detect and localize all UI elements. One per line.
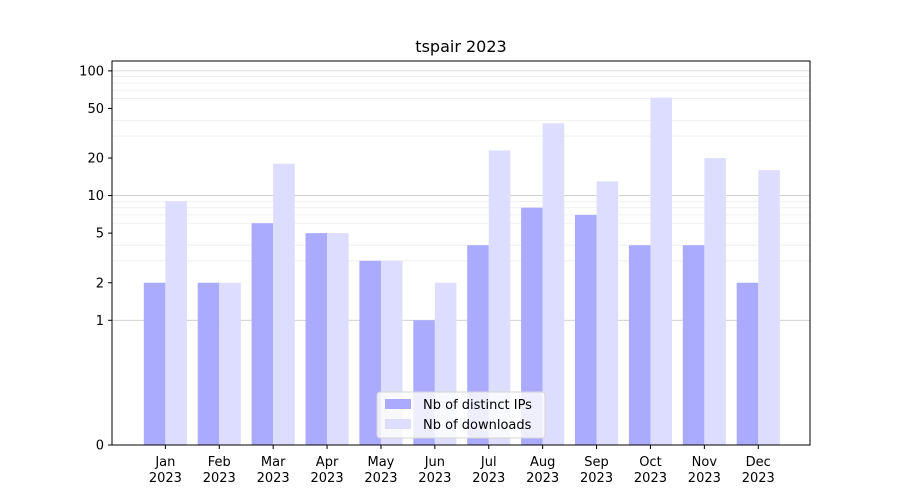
x-tick-label-year: 2023 [634, 471, 667, 486]
x-tick-label-year: 2023 [688, 471, 721, 486]
y-tick-label: 5 [96, 227, 104, 242]
x-tick-label-year: 2023 [580, 471, 613, 486]
legend-swatch [385, 419, 411, 429]
legend-label: Nb of downloads [423, 418, 532, 433]
chart-title: tspair 2023 [415, 37, 506, 56]
y-tick-label: 100 [79, 64, 104, 79]
bar-ips-mar [251, 223, 274, 445]
x-tick-label-year: 2023 [203, 471, 236, 486]
bar-downloads-mar [273, 163, 295, 445]
bar-downloads-nov [704, 158, 726, 445]
x-tick-label-year: 2023 [418, 471, 451, 486]
bar-ips-may [359, 260, 381, 445]
x-tick-label-month: Jul [480, 455, 497, 470]
bars [143, 97, 780, 446]
x-tick-label-year: 2023 [364, 471, 397, 486]
x-tick-label-year: 2023 [257, 471, 290, 486]
bar-ips-oct [628, 245, 651, 445]
x-tick-label-month: Apr [316, 455, 339, 470]
bar-ips-sep [574, 214, 597, 445]
bar-ips-jan [143, 282, 166, 445]
legend-swatch [385, 399, 411, 409]
x-tick-label-month: Sep [584, 455, 609, 470]
plot-frame [111, 60, 811, 446]
bar-downloads-aug [542, 123, 565, 446]
x-tick-label-month: Mar [261, 455, 286, 470]
bar-downloads-apr [327, 233, 349, 445]
bar-downloads-oct [650, 97, 673, 446]
bar-downloads-jul [488, 150, 511, 445]
bar-ips-apr [305, 233, 328, 445]
bar-ips-nov [682, 245, 705, 445]
x-tick-label-month: Feb [208, 455, 231, 470]
bar-ips-dec [736, 282, 759, 445]
bar-downloads-jan [165, 201, 187, 445]
x-tick-label-month: May [368, 455, 395, 470]
bar-ips-aug [521, 207, 543, 445]
bar-downloads-sep [596, 181, 619, 445]
legend-box [376, 391, 546, 439]
x-tick-label-month: Jun [424, 455, 445, 470]
x-tick-label-year: 2023 [742, 471, 775, 486]
bar-downloads-feb [219, 282, 241, 445]
y-tick-label: 50 [87, 102, 104, 117]
legend-label: Nb of distinct IPs [423, 398, 532, 413]
x-tick-label-month: Jan [154, 455, 175, 470]
legend: Nb of distinct IPs Nb of downloads [376, 391, 546, 439]
x-tick-label-year: 2023 [311, 471, 344, 486]
y-tick-label: 10 [87, 189, 104, 204]
x-tick-label-month: Nov [692, 455, 718, 470]
x-tick-label-year: 2023 [472, 471, 505, 486]
x-tick-label-month: Oct [639, 455, 661, 470]
x-tick-label-year: 2023 [149, 471, 182, 486]
axes: 0125102050100Jan2023Feb2023Mar2023Apr202… [79, 60, 811, 486]
bar-downloads-dec [758, 170, 780, 445]
x-tick-label-year: 2023 [526, 471, 559, 486]
y-tick-label: 2 [96, 276, 104, 291]
x-tick-label-month: Aug [530, 455, 555, 470]
y-tick-label: 0 [96, 439, 104, 454]
y-tick-label: 1 [96, 314, 104, 329]
x-tick-label-month: Dec [746, 455, 771, 470]
bar-ips-feb [197, 282, 220, 445]
y-tick-label: 20 [87, 152, 104, 167]
